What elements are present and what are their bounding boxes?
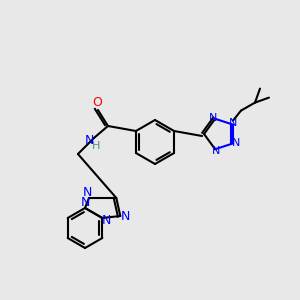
Text: N: N bbox=[212, 146, 220, 156]
Text: H: H bbox=[92, 141, 100, 151]
Text: N: N bbox=[80, 196, 90, 209]
Text: N: N bbox=[102, 214, 111, 227]
Text: N: N bbox=[121, 209, 130, 223]
Text: N: N bbox=[232, 138, 240, 148]
Text: N: N bbox=[209, 113, 217, 123]
Text: O: O bbox=[92, 97, 102, 110]
Text: N: N bbox=[82, 185, 92, 199]
Text: N: N bbox=[84, 134, 94, 146]
Text: N: N bbox=[229, 118, 237, 128]
